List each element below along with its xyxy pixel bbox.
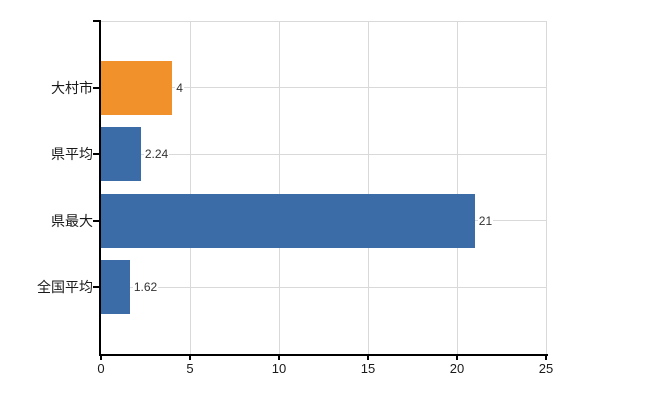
x-axis-line (99, 354, 548, 356)
horizontal-gridline (101, 20, 546, 22)
x-tick-label: 0 (97, 361, 105, 376)
horizontal-gridline (101, 286, 546, 288)
horizontal-gridline (101, 87, 546, 89)
y-axis-tick (93, 219, 101, 222)
x-tick-label: 20 (449, 361, 465, 376)
x-axis-tick (189, 354, 191, 360)
y-axis-tick (93, 153, 101, 156)
x-tick-label: 5 (186, 361, 194, 376)
x-axis-tick (278, 354, 280, 360)
y-axis-tick (93, 20, 101, 22)
category-label: 県最大 (51, 212, 93, 229)
horizontal-gridline (101, 153, 546, 155)
vertical-gridline (456, 21, 458, 354)
x-axis-tick (100, 354, 102, 360)
bar (101, 127, 141, 182)
bar-value-label: 1.62 (132, 279, 159, 296)
category-label: 大村市 (51, 79, 93, 96)
x-axis-tick (456, 354, 458, 360)
bar-value-label: 2.24 (143, 146, 170, 163)
y-axis-tick (93, 86, 101, 89)
bar (101, 193, 475, 248)
category-label: 全国平均 (37, 279, 93, 296)
y-axis-tick (93, 286, 101, 289)
category-label: 県平均 (51, 146, 93, 163)
bar (101, 60, 173, 115)
vertical-gridline (367, 21, 369, 354)
bar-value-label: 21 (477, 212, 494, 229)
x-tick-label: 25 (538, 361, 554, 376)
x-axis-tick (545, 354, 547, 360)
vertical-gridline (189, 21, 191, 354)
x-tick-label: 15 (360, 361, 376, 376)
bar-value-label: 4 (175, 79, 184, 96)
bar (101, 260, 130, 315)
y-axis-line (99, 21, 101, 356)
x-tick-label: 10 (271, 361, 287, 376)
vertical-gridline (545, 21, 547, 354)
x-axis-tick (367, 354, 369, 360)
vertical-gridline (278, 21, 280, 354)
